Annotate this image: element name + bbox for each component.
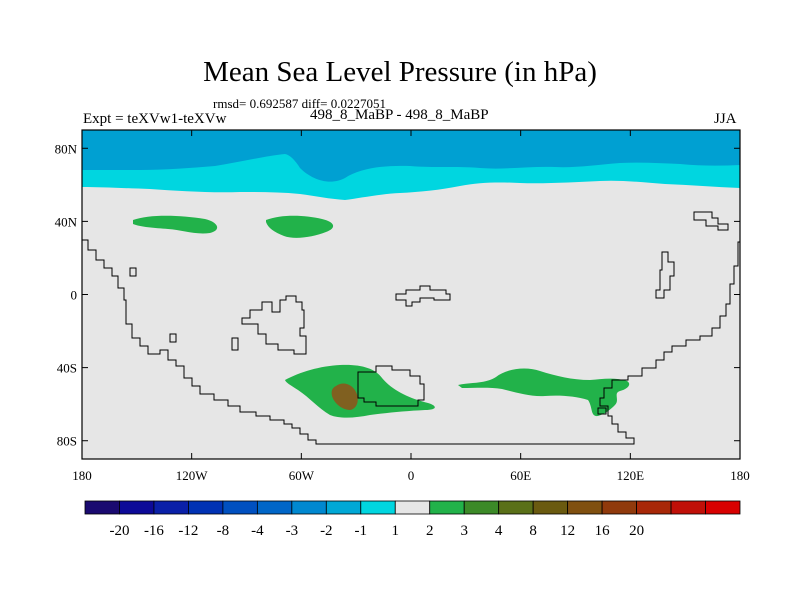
map-title: Mean Sea Level Pressure (in hPa)	[203, 56, 597, 88]
southern-indian-positive-blob	[458, 368, 630, 417]
colorbar-label: -1	[355, 523, 368, 539]
colorbar-label: -16	[144, 523, 164, 539]
coastline-east-island	[597, 407, 607, 415]
colorbar-swatch	[222, 500, 258, 515]
south-atlantic-core-blob	[331, 383, 358, 410]
colorbar-label: 3	[460, 523, 468, 539]
colorbar-swatch	[291, 500, 327, 515]
y-tick-label: 40N	[55, 214, 78, 229]
coastline-south-block	[357, 365, 425, 407]
y-tick-label: 0	[71, 288, 78, 303]
coastlines	[82, 211, 740, 445]
coastline-island-2	[129, 267, 137, 277]
y-tick-label: 80N	[55, 141, 78, 156]
colorbar-label: 16	[595, 523, 611, 539]
colorbar-label: 1	[392, 523, 400, 539]
colorbar-swatch	[119, 500, 155, 515]
coastline-east-strip	[655, 251, 675, 299]
experiment-label: Expt = teXVw1-teXVw	[83, 111, 227, 127]
coastline-central-2	[231, 337, 239, 351]
colorbar-label: -4	[251, 523, 264, 539]
coastline-west-south	[82, 239, 740, 445]
x-tick-label: 120E	[617, 468, 645, 483]
colorbar-swatch	[705, 500, 741, 515]
season-label: JJA	[714, 111, 737, 127]
colorbar-label: -3	[286, 523, 299, 539]
x-tick-label: 60W	[289, 468, 315, 483]
colorbar-swatch	[188, 500, 224, 515]
y-tick-label: 80S	[57, 434, 77, 449]
colorbar-label: 2	[426, 523, 434, 539]
colorbar-label: 12	[560, 523, 575, 539]
x-tick-label: 180	[730, 468, 750, 483]
colorbar-label: -8	[217, 523, 230, 539]
colorbar-swatch	[360, 500, 396, 515]
north-pacific-positive-blob	[133, 215, 218, 234]
y-axis: 80N 40N 0 40S 80S	[55, 141, 740, 449]
map-plot-area	[82, 130, 740, 459]
y-tick-label: 40S	[57, 361, 77, 376]
colorbar-label: -20	[109, 523, 129, 539]
colorbar-swatch	[429, 500, 465, 515]
colorbar-swatch	[153, 500, 189, 515]
colorbar-swatch	[601, 500, 637, 515]
north-atlantic-positive-blob	[266, 215, 334, 238]
x-tick-label: 180	[72, 468, 92, 483]
south-atlantic-positive-blob	[285, 364, 435, 418]
colorbar-label: -12	[178, 523, 198, 539]
colorbar-swatch	[567, 500, 603, 515]
x-tick-label: 60E	[510, 468, 531, 483]
colorbar-swatch	[394, 500, 431, 515]
colorbar-swatch	[670, 500, 706, 515]
colorbar-swatch	[636, 500, 672, 515]
colorbar: -20 -16 -12 -8 -4 -3 -2 -1 1 2 3 4 8 12 16 20	[84, 500, 741, 539]
colorbar-swatch	[256, 500, 293, 515]
colorbar-label: 20	[629, 523, 644, 539]
x-tick-label: 0	[408, 468, 415, 483]
colorbar-label: -2	[320, 523, 333, 539]
coastline-east	[693, 211, 729, 231]
coastline-island-1	[169, 333, 177, 343]
x-axis: 180 120W 60W 0 60E 120E 180	[72, 130, 750, 483]
experiment-name: 498_8_MaBP - 498_8_MaBP	[310, 107, 489, 123]
colorbar-label: 4	[495, 523, 503, 539]
colorbar-swatch	[84, 500, 120, 515]
colorbar-label: 8	[529, 523, 537, 539]
coastline-central-1	[241, 295, 307, 355]
arctic-negative-band	[82, 130, 740, 182]
colorbar-swatch	[532, 500, 569, 515]
colorbar-swatch	[463, 500, 500, 515]
x-tick-label: 120W	[176, 468, 209, 483]
stats-line: rmsd= 0.692587 diff= 0.0227051	[213, 96, 386, 111]
colorbar-swatch	[325, 500, 362, 515]
coastline-equatorial	[395, 285, 451, 307]
colorbar-swatch	[498, 500, 534, 515]
